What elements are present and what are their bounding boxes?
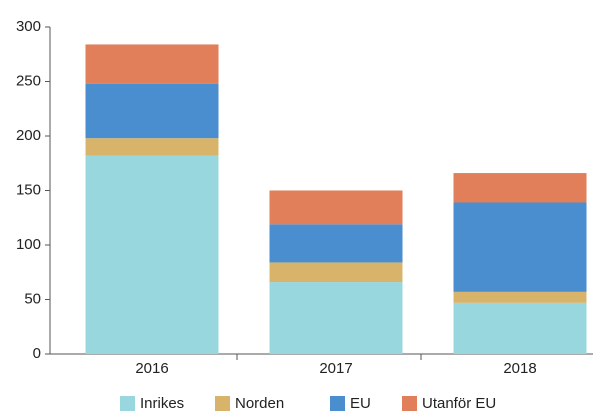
bar-segment [85,44,219,84]
legend-label: EU [350,395,371,412]
y-tick-label: 50 [24,290,41,307]
bar-segment [85,155,219,354]
bar-segment [269,262,403,283]
y-tick-label: 0 [33,345,41,362]
bar-segment [269,224,403,263]
bar-segment [453,202,587,292]
legend-label: Norden [235,395,284,412]
legend-swatch [330,396,345,411]
bar-segment [269,190,403,225]
legend-label: Utanför EU [422,395,496,412]
legend-swatch [215,396,230,411]
bar-segment [453,302,587,354]
x-tick-label: 2017 [319,360,352,377]
legend-label: Inrikes [140,395,184,412]
y-tick-label: 250 [16,72,41,89]
legend-swatch [120,396,135,411]
bar-segment [269,282,403,354]
y-tick-label: 150 [16,181,41,198]
y-tick-label: 300 [16,18,41,35]
bar-segment [85,138,219,156]
bar-segment [453,173,587,203]
bar-segment [85,83,219,139]
legend-swatch [402,396,417,411]
x-tick-label: 2018 [503,360,536,377]
y-tick-label: 100 [16,236,41,253]
y-tick-label: 200 [16,127,41,144]
bar-segment [453,291,587,303]
x-tick-label: 2016 [135,360,168,377]
